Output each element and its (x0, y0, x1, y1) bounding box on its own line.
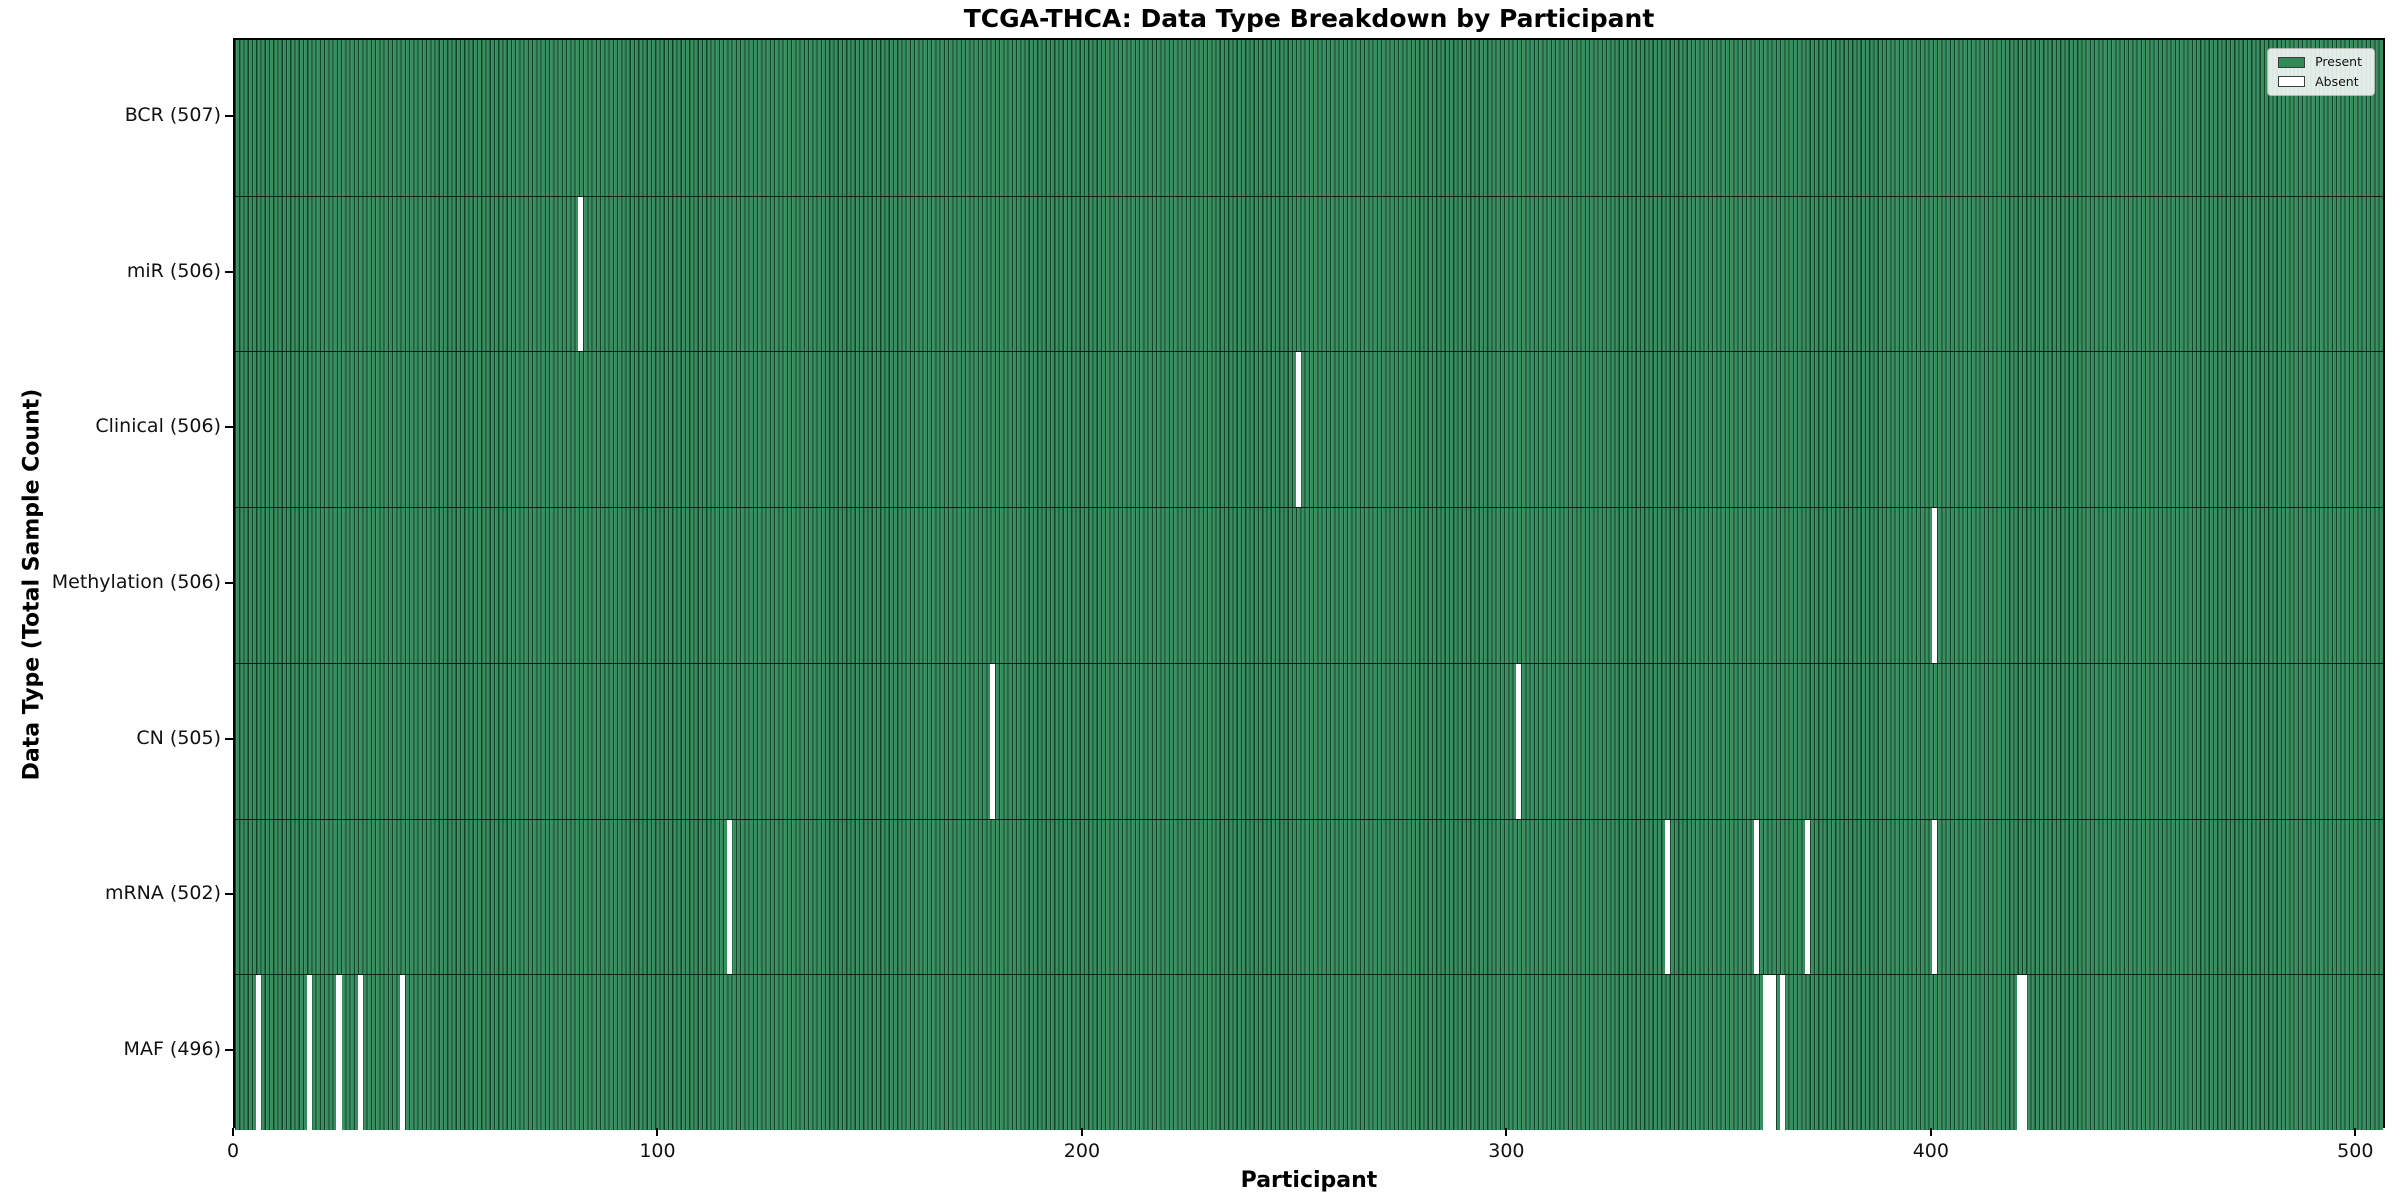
absent-gap (1779, 975, 1785, 1130)
x-tick-label: 500 (2337, 1140, 2374, 1162)
x-tick-label: 200 (1063, 1140, 1101, 1162)
absent-gap (1295, 352, 1301, 508)
y-tick-mark (225, 582, 233, 584)
legend-label: Present (2315, 54, 2362, 69)
absent-gap (1932, 819, 1938, 975)
absent-gap (1766, 975, 1772, 1130)
absent-gap (726, 819, 732, 975)
absent-gap (1665, 819, 1671, 975)
data-row-maf (235, 974, 2383, 1130)
absent-gap (400, 975, 406, 1130)
x-tick-label: 100 (639, 1140, 676, 1162)
x-axis-label: Participant (1240, 1168, 1378, 1193)
x-tick-label: 300 (1488, 1140, 1525, 1162)
x-tick-mark (1929, 1128, 1932, 1136)
y-tick-mark (225, 737, 233, 740)
plot-area: Present Absent (233, 38, 2385, 1130)
y-tick-label: BCR (507) (124, 103, 221, 126)
legend: Present Absent (2267, 48, 2375, 96)
y-axis-label: Data Type (Total Sample Count) (19, 388, 45, 781)
data-row-methylation (235, 507, 2383, 663)
y-tick-label: miR (506) (126, 259, 221, 282)
x-tick-mark (232, 1128, 234, 1136)
x-tick-label: 400 (1912, 1140, 1949, 1162)
absent-gap (1762, 975, 1768, 1130)
absent-gap (578, 196, 584, 352)
legend-swatch-icon (2278, 56, 2306, 68)
absent-gap (1754, 819, 1760, 975)
y-tick-mark (225, 270, 233, 273)
legend-item-present: Present (2278, 54, 2362, 69)
y-tick-label: MAF (496) (123, 1038, 221, 1061)
absent-gap (1516, 663, 1522, 819)
y-tick-mark (225, 893, 233, 896)
x-tick-mark (1080, 1128, 1083, 1136)
absent-gap (2017, 975, 2023, 1130)
y-tick-label: CN (505) (136, 726, 221, 749)
absent-gap (357, 975, 363, 1130)
data-row-mir (235, 195, 2383, 352)
absent-gap (255, 975, 261, 1130)
absent-gap (1805, 819, 1811, 975)
legend-item-absent: Absent (2278, 73, 2362, 89)
y-tick-mark (225, 1049, 233, 1052)
y-tick-label: Clinical (506) (95, 415, 221, 438)
absent-gap (306, 975, 312, 1130)
data-row-cn (235, 662, 2383, 819)
x-tick-mark (656, 1128, 659, 1136)
data-row-mrna (235, 818, 2383, 975)
y-tick-label: mRNA (502) (104, 882, 221, 905)
data-row-bcr (235, 40, 2383, 196)
chart-title: TCGA-THCA: Data Type Breakdown by Partic… (963, 4, 1655, 33)
x-tick-mark (1505, 1128, 1508, 1136)
y-tick-mark (225, 114, 233, 117)
y-tick-mark (225, 426, 233, 429)
absent-gap (336, 975, 342, 1130)
absent-gap (990, 663, 996, 819)
x-tick-label: 0 (226, 1140, 240, 1162)
absent-gap (1932, 508, 1938, 663)
legend-label: Absent (2315, 73, 2359, 89)
legend-swatch-icon (2278, 76, 2306, 88)
absent-gap (1771, 975, 1777, 1130)
data-row-clinical (235, 351, 2383, 508)
x-tick-mark (2354, 1128, 2357, 1136)
absent-gap (2021, 975, 2027, 1130)
y-tick-label: Methylation (506) (51, 571, 221, 593)
